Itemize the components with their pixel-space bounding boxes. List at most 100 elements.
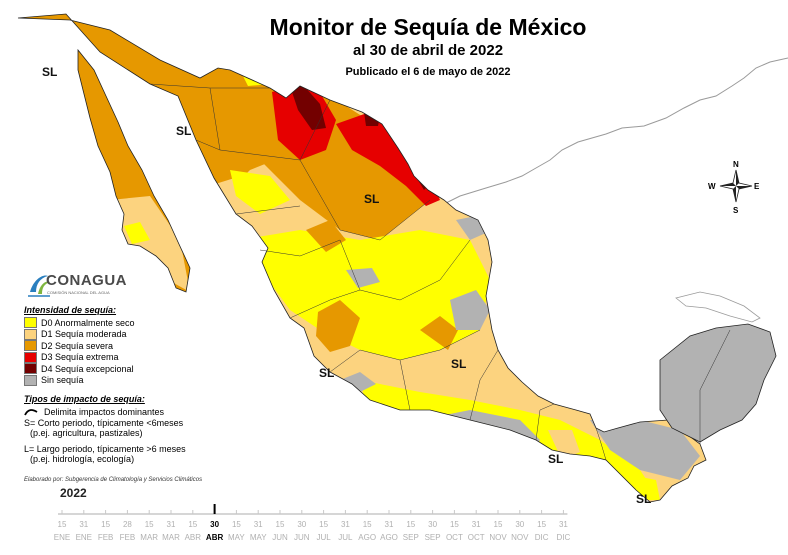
timeline-day: 31 — [559, 520, 568, 529]
impact-short-example: (p.ej. agricultura, pastizales) — [30, 428, 143, 438]
timeline-month: ENE — [54, 533, 70, 542]
sl-label-jalisco: SL — [319, 366, 334, 380]
timeline-day: 15 — [101, 520, 110, 529]
timeline-month: SEP — [403, 533, 419, 542]
timeline-day: 31 — [167, 520, 176, 529]
legend: Intensidad de sequía: D0 Anormalmente se… — [24, 305, 135, 386]
legend-item: D4 Sequía excepcional — [24, 363, 135, 375]
compass-s: S — [733, 206, 739, 215]
timeline-day: 15 — [450, 520, 459, 529]
timeline: 15 ENE 31 ENE 15 FEB 28 FEB 15 MAR 31 MAR 15 ABR 30 ABR… — [54, 504, 571, 542]
impact-long: L= Largo periodo, típicamente >6 meses — [24, 444, 186, 454]
timeline-month: DIC — [557, 533, 571, 542]
timeline-month: JUL — [316, 533, 331, 542]
legend-item: D3 Sequía extrema — [24, 351, 135, 364]
timeline-month: AGO — [358, 533, 376, 542]
timeline-month: NOV — [489, 533, 507, 542]
sl-label-oaxaca: SL — [548, 452, 563, 466]
timeline-month: OCT — [446, 533, 463, 542]
timeline-day: 31 — [472, 520, 481, 529]
impact-legend: Tipos de impacto de sequía: Delimita imp… — [24, 394, 234, 464]
legend-swatch — [24, 317, 37, 329]
timeline-day: 15 — [188, 520, 197, 529]
timeline-day: 30 — [428, 520, 437, 529]
logo-name: CONAGUA — [46, 272, 127, 289]
timeline-year: 2022 — [60, 486, 87, 500]
timeline-month: ABR — [185, 533, 202, 542]
legend-title: Intensidad de sequía: — [24, 305, 117, 315]
yucatan-base — [660, 324, 776, 442]
timeline-day: 15 — [494, 520, 503, 529]
timeline-day: 15 — [232, 520, 241, 529]
impact-line-icon — [24, 409, 38, 416]
timeline-month: MAR — [140, 533, 158, 542]
timeline-day: 31 — [79, 520, 88, 529]
legend-item: D0 Anormalmente seco — [24, 317, 135, 329]
cuba-outline — [675, 291, 761, 323]
compass-w: W — [708, 182, 716, 191]
legend-swatch — [24, 340, 37, 352]
timeline-month: SEP — [425, 533, 441, 542]
timeline-month: MAY — [228, 533, 245, 542]
timeline-month: ABR — [206, 533, 224, 542]
legend-label: D2 Sequía severa — [41, 340, 114, 351]
sl-label-sonora: SL — [176, 124, 191, 138]
timeline-month: JUL — [338, 533, 353, 542]
timeline-month: FEB — [98, 533, 114, 542]
legend-swatch — [24, 351, 37, 363]
impact-delimit: Delimita impactos dominantes — [44, 407, 165, 417]
legend-swatch — [24, 363, 37, 375]
timeline-month: FEB — [120, 533, 136, 542]
sl-label-chiapas: SL — [636, 492, 651, 506]
legend-label: Sin sequía — [41, 375, 84, 386]
credit: Elaborado por: Subgerencia de Climatolog… — [24, 477, 203, 483]
timeline-day: 15 — [58, 520, 67, 529]
timeline-day: 31 — [254, 520, 263, 529]
impact-long-example: (p.ej. hidrología, ecología) — [30, 454, 135, 464]
timeline-month: JUN — [272, 533, 288, 542]
legend-item: D1 Sequía moderada — [24, 328, 135, 341]
published-date: Publicado el 6 de mayo de 2022 — [345, 66, 511, 78]
logo-tagline: COMISIÓN NACIONAL DEL AGUA — [47, 290, 110, 295]
compass-n: N — [733, 160, 739, 169]
legend-label: D1 Sequía moderada — [41, 329, 127, 340]
baja-outline — [77, 48, 191, 293]
timeline-day: 31 — [385, 520, 394, 529]
timeline-month: ENE — [76, 533, 92, 542]
legend-label: D0 Anormalmente seco — [41, 317, 135, 328]
timeline-day: 15 — [145, 520, 154, 529]
sl-label-hidalgo: SL — [451, 357, 466, 371]
us-coastline — [439, 57, 788, 207]
impact-title: Tipos de impacto de sequía: — [24, 394, 145, 404]
compass-rose-icon: N S E W — [708, 160, 760, 215]
timeline-month: NOV — [511, 533, 529, 542]
timeline-month: MAR — [162, 533, 180, 542]
conagua-logo-icon — [28, 275, 50, 297]
legend-swatch — [24, 328, 37, 340]
timeline-day: 31 — [341, 520, 350, 529]
yucatan-outline — [659, 323, 777, 443]
timeline-day: 30 — [515, 520, 524, 529]
timeline-day: 15 — [276, 520, 285, 529]
compass-e: E — [754, 182, 760, 191]
legend-label: D3 Sequía extrema — [41, 352, 119, 363]
timeline-month: OCT — [468, 533, 485, 542]
timeline-day: 28 — [123, 520, 132, 529]
timeline-month: JUN — [294, 533, 310, 542]
state-borders — [149, 83, 731, 461]
timeline-day: 30 — [210, 520, 219, 529]
legend-item: D2 Sequía severa — [24, 340, 135, 352]
timeline-month: MAY — [250, 533, 267, 542]
timeline-month: AGO — [380, 533, 398, 542]
sl-label-baja: SL — [42, 65, 57, 79]
timeline-day: 15 — [537, 520, 546, 529]
impact-short: S= Corto periodo, típicamente <6meses — [24, 418, 184, 428]
timeline-day: 15 — [319, 520, 328, 529]
legend-item: Sin sequía — [24, 374, 135, 387]
map-subtitle: al 30 de abril de 2022 — [352, 42, 504, 59]
timeline-day: 15 — [363, 520, 372, 529]
map-title: Monitor de Sequía de México — [269, 14, 587, 40]
legend-label: D4 Sequía excepcional — [41, 363, 134, 374]
legend-swatch — [24, 374, 37, 386]
